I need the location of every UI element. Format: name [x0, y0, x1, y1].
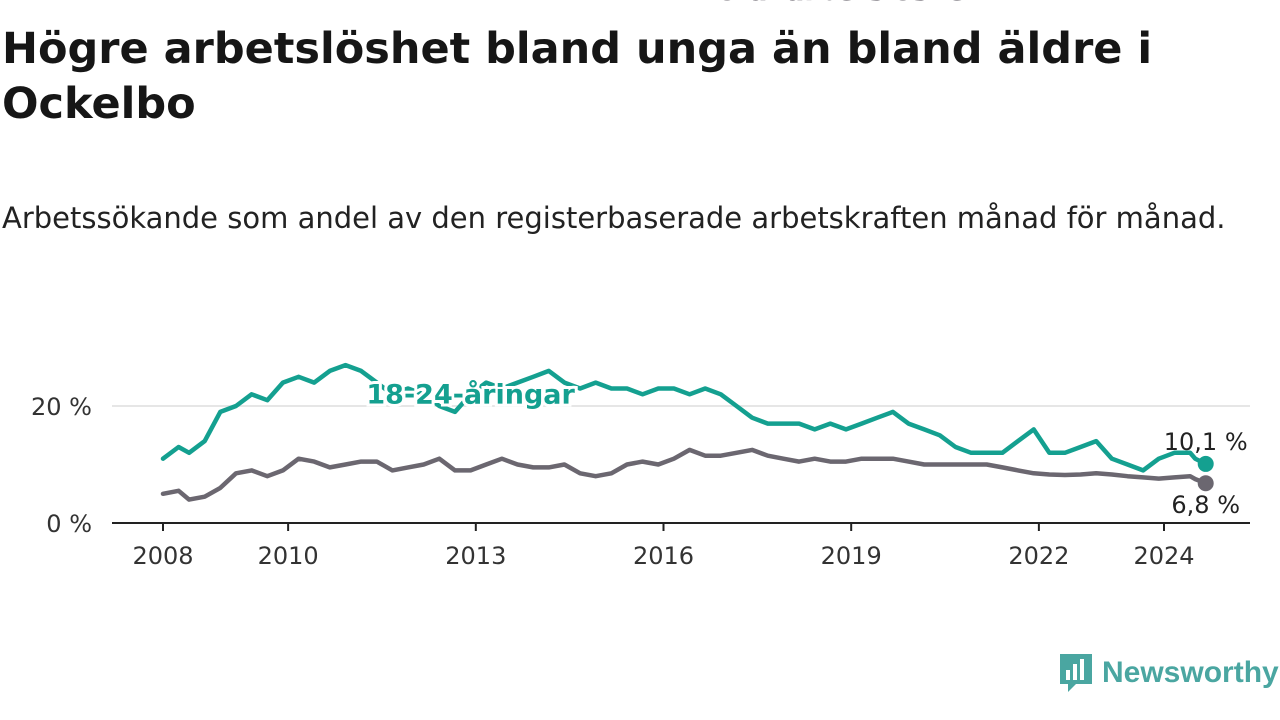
axis-ticks: 0 % 20 % 2008 2010 2013 2016 2019 2022 2024 [31, 393, 1195, 570]
y-tick-label: 20 % [31, 393, 92, 421]
x-tick-label: 2022 [1008, 542, 1069, 570]
series-end-label-1: 6,8 % [1171, 491, 1240, 519]
series-lines [160, 362, 1214, 502]
line-chart: 0 % 20 % 2008 2010 2013 2016 2019 2022 2024 10,1… [31, 0, 1250, 570]
x-tick-label: 2013 [445, 542, 506, 570]
brand-logo: Newsworthy [1058, 652, 1279, 694]
series-endpoint-1 [1197, 475, 1214, 492]
series-line-1 [160, 447, 1208, 502]
chart-title: Högre arbetslöshet bland unga än bland ä… [2, 24, 1153, 129]
series-line-0 [160, 362, 1208, 473]
newsworthy-logo-icon [1060, 654, 1092, 692]
x-tick-label: 2008 [132, 542, 193, 570]
x-tick-label: 2016 [633, 542, 694, 570]
x-tick-label: 2019 [821, 542, 882, 570]
x-tick-label: 2010 [258, 542, 319, 570]
series-label-0: 18-24-åringar [366, 378, 575, 410]
series-end-label-0: 10,1 % [1164, 428, 1248, 456]
series-labels: 10,1 % 6,8 % 18-24-åringar Total arbetslösh… [363, 0, 1248, 519]
grid-lines [112, 405, 1250, 524]
brand-name: Newsworthy [1102, 656, 1279, 689]
y-tick-label: 0 % [46, 510, 92, 538]
series-endpoint-0 [1197, 455, 1214, 472]
chart-subtitle: Arbetssökande som andel av den registerb… [2, 201, 1226, 235]
x-tick-label: 2024 [1133, 542, 1194, 570]
series-label-1: Total arbetslöshet [703, 0, 979, 7]
